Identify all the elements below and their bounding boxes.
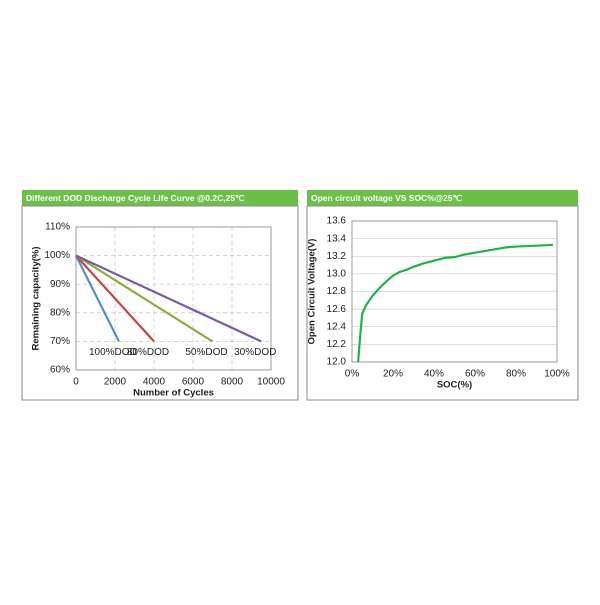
y-tick-label: 110% (45, 222, 70, 233)
x-tick-label: 20% (383, 369, 403, 380)
y-tick-label: 100% (44, 250, 70, 261)
y-tick-label: 70% (50, 336, 70, 347)
plot-frame (75, 226, 272, 371)
series-label: 50%DOD (185, 347, 227, 358)
x-tick-label: 10000 (257, 377, 285, 388)
y-tick-label: 13.4 (327, 233, 347, 244)
plot-frame (351, 220, 558, 363)
series-line (75, 255, 120, 342)
series-line (75, 254, 155, 343)
y-tick-label: 60% (50, 365, 70, 376)
series-label: 100%DOD (89, 347, 137, 358)
panel-title: Different DOD Discharge Cycle Life Curve… (26, 193, 245, 203)
x-tick-label: 2000 (104, 377, 127, 388)
panel-title: Open circuit voltage VS SOC%@25℃ (311, 193, 462, 203)
x-tick-label: 0 (73, 377, 79, 388)
series-label: 80%DOD (127, 347, 169, 358)
x-axis-label: SOC(%) (437, 380, 472, 391)
series-line (357, 243, 553, 363)
y-tick-label: 12.2 (327, 339, 347, 350)
x-tick-label: 8000 (221, 377, 244, 388)
series-line (75, 254, 262, 343)
y-tick-label: 12.8 (327, 286, 347, 297)
series-line (75, 254, 214, 343)
x-tick-label: 4000 (143, 377, 166, 388)
panel-frame (21, 205, 299, 401)
series-label: 30%DOD (234, 347, 276, 358)
panel-header (22, 190, 298, 206)
y-axis-label: Remaining capacity(%) (31, 247, 42, 351)
y-tick-label: 80% (50, 307, 70, 318)
x-tick-label: 60% (465, 369, 485, 380)
x-tick-label: 0% (345, 369, 360, 380)
y-tick-label: 13.0 (327, 269, 347, 280)
x-tick-label: 40% (424, 369, 444, 380)
panel-header (307, 190, 578, 206)
x-tick-label: 80% (506, 369, 526, 380)
y-tick-label: 12.0 (327, 357, 347, 368)
y-tick-label: 12.6 (327, 304, 347, 315)
y-axis-label: Open Circuit Voltage(V) (307, 239, 318, 345)
x-tick-label: 100% (544, 369, 570, 380)
y-tick-label: 12.4 (327, 321, 347, 332)
x-tick-label: 6000 (182, 377, 205, 388)
x-axis-label: Number of Cycles (133, 388, 214, 399)
y-tick-label: 13.2 (327, 251, 347, 262)
y-tick-label: 90% (50, 279, 70, 290)
y-tick-label: 13.6 (327, 216, 347, 227)
